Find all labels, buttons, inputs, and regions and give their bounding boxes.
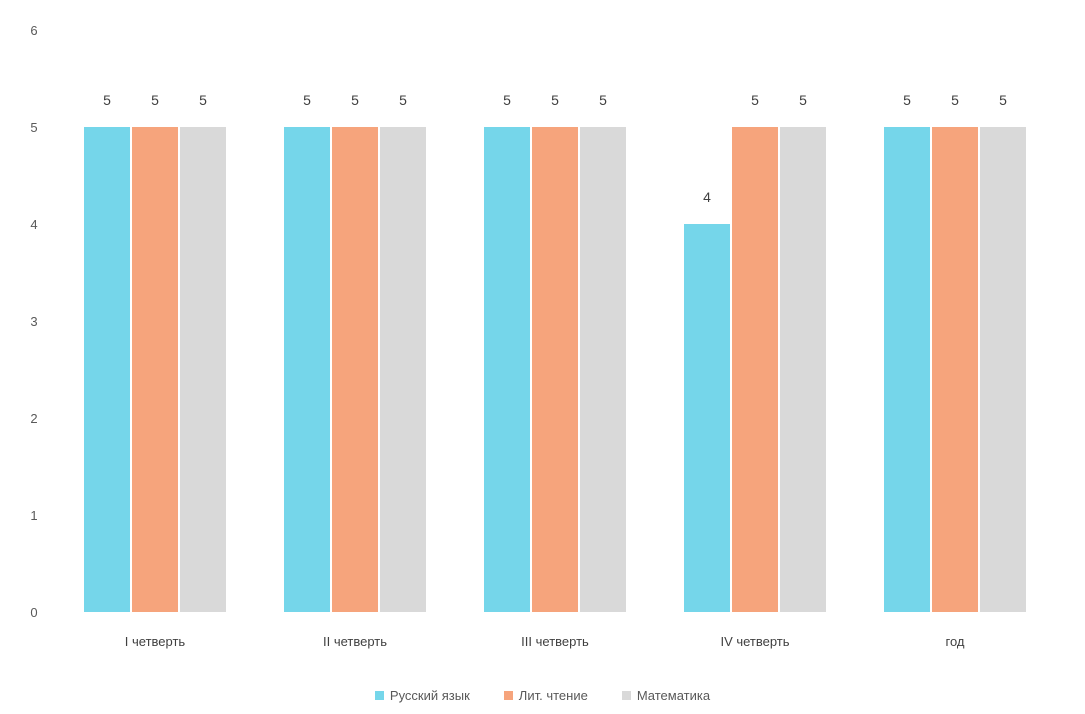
data-label: 5: [751, 92, 759, 108]
data-label: 5: [999, 92, 1007, 108]
data-label: 5: [151, 92, 159, 108]
legend-item: Математика: [621, 688, 711, 703]
legend-swatch: [621, 691, 631, 700]
data-label: 5: [599, 92, 607, 108]
bar: [484, 127, 530, 612]
legend: Русский язык Лит. чтение Математика: [0, 688, 1085, 703]
y-tick-label: 0: [30, 605, 37, 620]
y-tick-label: 6: [30, 23, 37, 38]
bars: [84, 127, 1026, 612]
data-label: 5: [399, 92, 407, 108]
data-label: 4: [703, 189, 711, 205]
bar: [332, 127, 378, 612]
legend-label: Русский язык: [389, 688, 470, 703]
x-tick-label: год: [946, 634, 965, 649]
legend-label: Лит. чтение: [518, 688, 588, 703]
y-tick-label: 3: [30, 314, 37, 329]
legend-swatch: [503, 691, 513, 700]
y-tick-label: 4: [30, 217, 37, 232]
data-label: 5: [551, 92, 559, 108]
bar: [84, 127, 130, 612]
bar: [532, 127, 578, 612]
x-tick-label: III четверть: [521, 634, 589, 649]
legend-item: Русский язык: [374, 688, 470, 703]
y-axis: 0 1 2 3 4 5 6: [30, 23, 37, 620]
x-axis: I четверть II четверть III четверть IV четв…: [125, 634, 965, 649]
y-tick-label: 2: [30, 411, 37, 426]
bar: [580, 127, 626, 612]
x-tick-label: IV четверть: [720, 634, 789, 649]
x-tick-label: I четверть: [125, 634, 186, 649]
data-label: 5: [103, 92, 111, 108]
legend-label: Математика: [636, 688, 711, 703]
data-labels: 5 5 5 5 5 5 5 5 5 4 5 5 5 5 5: [103, 92, 1007, 205]
data-label: 5: [951, 92, 959, 108]
bar: [980, 127, 1026, 612]
bar: [780, 127, 826, 612]
bar: [132, 127, 178, 612]
bar: [684, 224, 730, 612]
data-label: 5: [903, 92, 911, 108]
data-label: 5: [799, 92, 807, 108]
bar: [884, 127, 930, 612]
legend-item: Лит. чтение: [503, 688, 588, 703]
data-label: 5: [303, 92, 311, 108]
bar: [180, 127, 226, 612]
legend-swatch: [374, 691, 384, 700]
data-label: 5: [503, 92, 511, 108]
bar: [380, 127, 426, 612]
data-label: 5: [199, 92, 207, 108]
bar: [284, 127, 330, 612]
bar: [932, 127, 978, 612]
data-label: 5: [351, 92, 359, 108]
x-tick-label: II четверть: [323, 634, 387, 649]
y-tick-label: 5: [30, 120, 37, 135]
y-tick-label: 1: [30, 508, 37, 523]
bar: [732, 127, 778, 612]
